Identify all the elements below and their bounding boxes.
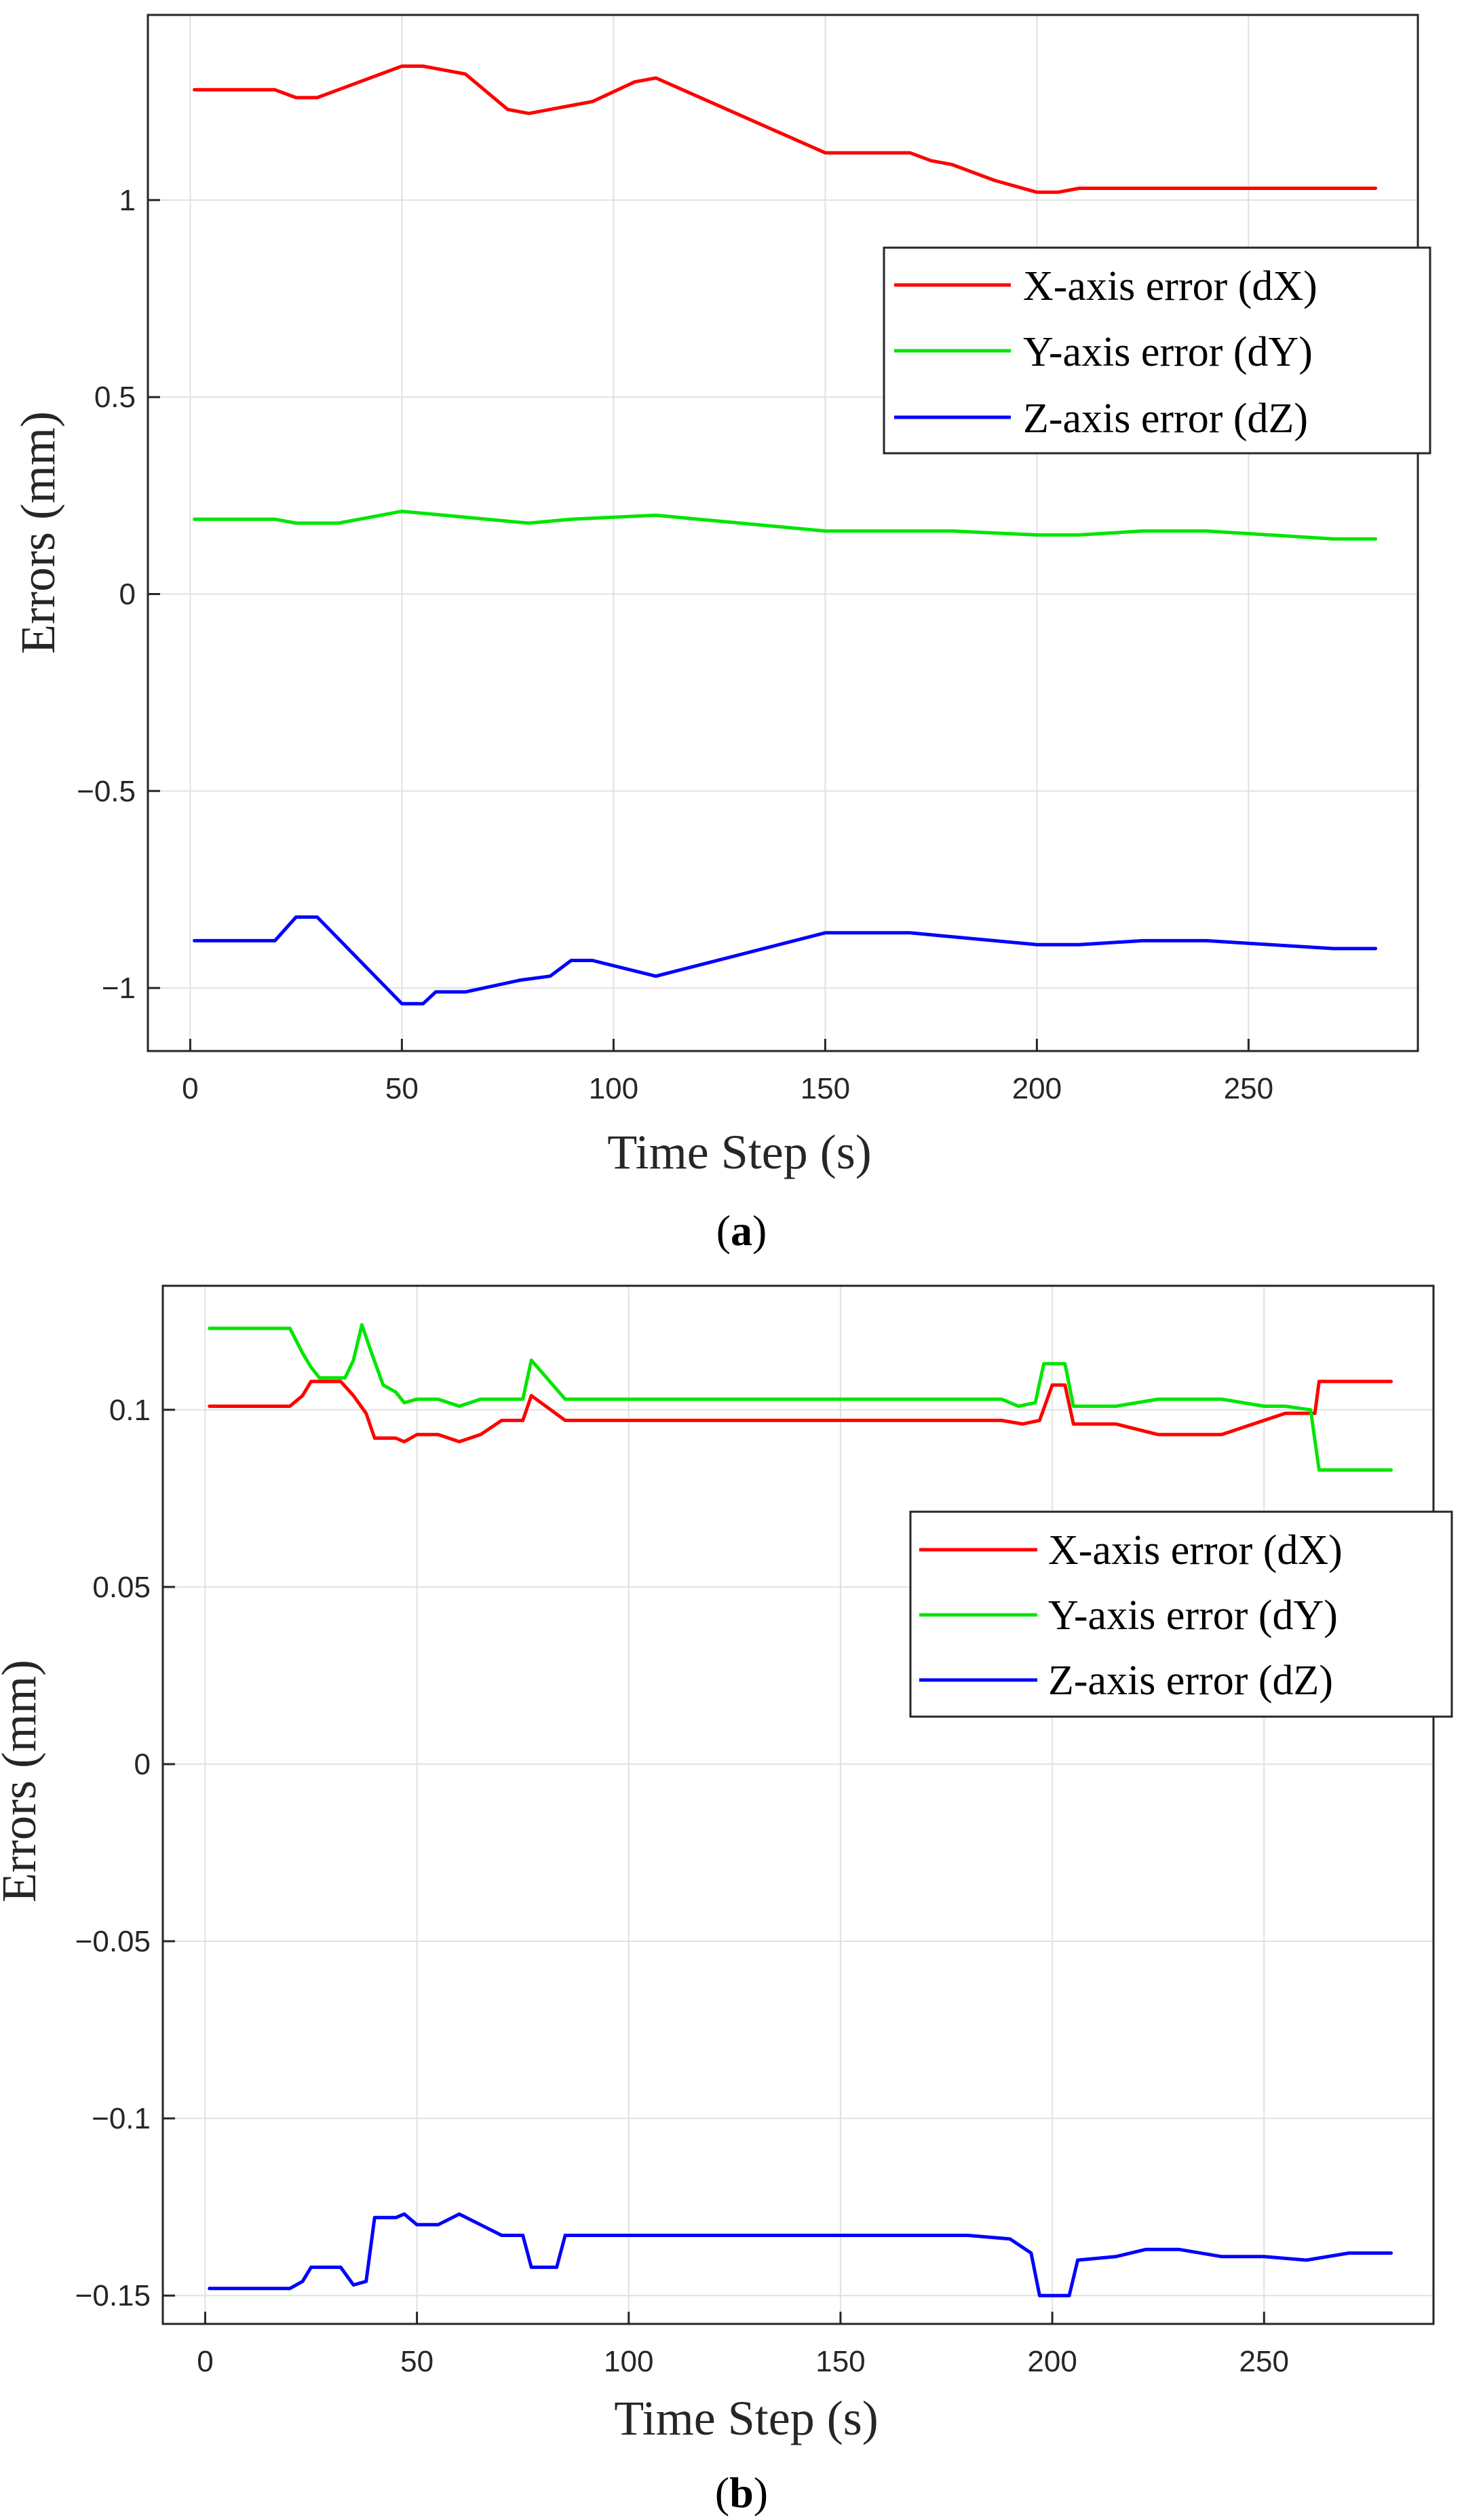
legend-a: X-axis error (dX) Y-axis error (dY) Z-ax… <box>883 246 1431 455</box>
y-axis-label-b: Errors (mm) <box>0 1660 46 1903</box>
legend-b: X-axis error (dX) Y-axis error (dY) Z-ax… <box>909 1510 1453 1718</box>
y-tick-label: 0.05 <box>92 1571 151 1604</box>
y-tick-label: −0.05 <box>75 1925 151 1958</box>
series-line-y-b <box>208 1322 1393 1472</box>
x-tick-label: 50 <box>400 2345 434 2378</box>
plot-frame-a <box>147 14 1419 1052</box>
x-tick-label: 200 <box>1027 2345 1077 2378</box>
y-tick-label: 0 <box>134 1748 151 1781</box>
y-tick-label: −0.15 <box>75 2279 151 2312</box>
series-line-x-a <box>193 64 1378 194</box>
legend-label-y-a: Y-axis error (dY) <box>1023 329 1313 375</box>
x-tick-label: 50 <box>385 1072 419 1105</box>
y-tick-label: −0.1 <box>92 2102 151 2135</box>
x-tick-label: 100 <box>589 1072 638 1105</box>
caption-a: (a) <box>716 1206 767 1255</box>
series-lines-b <box>208 1322 1393 2297</box>
legend-label-z-a: Z-axis error (dZ) <box>1023 396 1308 442</box>
legend-label-y-b: Y-axis error (dY) <box>1048 1592 1338 1639</box>
x-tick-label: 100 <box>604 2345 653 2378</box>
x-tick-label: 0 <box>182 1072 198 1105</box>
y-tick-label: −1 <box>102 972 136 1005</box>
series-lines-a <box>193 64 1378 1006</box>
y-tick-label: 1 <box>119 184 136 217</box>
x-tick-label: 150 <box>801 1072 850 1105</box>
x-tick-label: 150 <box>815 2345 865 2378</box>
y-tick-label: −0.5 <box>77 775 136 808</box>
series-line-y-a <box>193 510 1378 541</box>
x-tick-label: 200 <box>1012 1072 1062 1105</box>
legend-label-x-a: X-axis error (dX) <box>1023 263 1317 309</box>
legend-label-x-b: X-axis error (dX) <box>1048 1527 1343 1573</box>
series-line-z-a <box>193 915 1378 1006</box>
x-tick-label: 0 <box>197 2345 213 2378</box>
plot-frame-b <box>161 1284 1435 2325</box>
plot-area-b <box>163 1286 1433 2324</box>
y-tick-label: 0.5 <box>94 381 136 414</box>
tick-labels-b: 0 50 100 150 200 250 −0.15 −0.1 −0.05 0 0.05 0.1 <box>75 1394 1289 2378</box>
series-line-z-b <box>208 2212 1393 2297</box>
grid-b <box>163 1286 1433 2324</box>
panel-a-chart: 0 50 100 150 200 250 −1 −0.5 0 0.5 1 Time Step (s)… <box>11 14 1431 1179</box>
x-axis-label-a: Time Step (s) <box>607 1125 871 1179</box>
panel-b-chart: 0 50 100 150 200 250 −0.15 −0.1 −0.05 0 0.05 0.1 Ti… <box>0 1284 1453 2445</box>
legend-label-z-b: Z-axis error (dZ) <box>1048 1658 1333 1704</box>
x-axis-label-b: Time Step (s) <box>614 2391 878 2445</box>
y-axis-label-a: Errors (mm) <box>11 411 65 654</box>
caption-b: (b) <box>715 2468 768 2517</box>
x-tick-label: 250 <box>1224 1072 1273 1105</box>
series-line-x-b <box>208 1379 1393 1444</box>
tick-labels-a: 0 50 100 150 200 250 −1 −0.5 0 0.5 1 <box>77 184 1273 1105</box>
y-tick-label: 0 <box>119 577 136 611</box>
x-tick-label: 250 <box>1239 2345 1289 2378</box>
y-tick-label: 0.1 <box>109 1394 151 1427</box>
